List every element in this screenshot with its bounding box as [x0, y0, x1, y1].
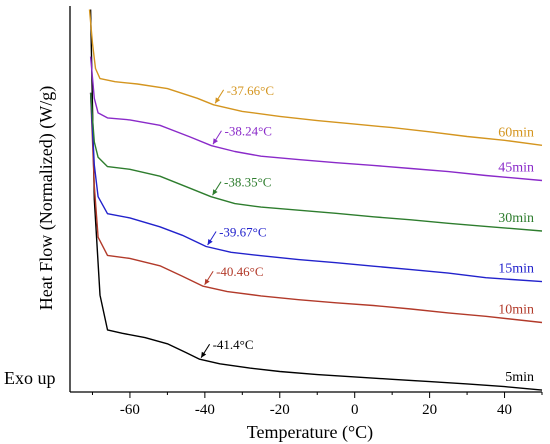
tg-label-10min: -40.46°C: [216, 264, 263, 279]
series-line-45min: [89, 56, 543, 182]
tg-arrowhead-15min: [207, 239, 213, 245]
exo-up-note: Exo up: [4, 368, 56, 388]
annotation-layer: 5min 10min 15min 30min 45min 60min -41.4°C -40.…: [200, 83, 534, 385]
series-layer: [88, 9, 543, 391]
x-axis-title: Temperature (°C): [247, 422, 373, 443]
tg-label-45min: -38.24°C: [225, 124, 272, 139]
axes-layer: -60 -40 -20 0 20 40: [69, 6, 543, 418]
series-label-5min: 5min: [505, 370, 534, 385]
x-tick-label: 20: [422, 402, 437, 418]
tg-arrowhead-10min: [204, 278, 210, 285]
series-line-60min: [88, 9, 543, 146]
series-label-60min: 60min: [498, 125, 534, 140]
series-label-45min: 45min: [498, 161, 534, 176]
series-line-5min: [89, 9, 543, 391]
tg-label-30min: -38.35°C: [224, 175, 271, 190]
tg-label-60min: -37.66°C: [227, 83, 274, 98]
x-tick-label: -40: [195, 402, 215, 418]
series-line-30min: [89, 92, 543, 232]
tg-arrowhead-60min: [215, 97, 221, 104]
series-label-10min: 10min: [498, 303, 534, 318]
tg-label-15min: -39.67°C: [219, 225, 266, 240]
tg-arrowhead-30min: [212, 189, 218, 196]
x-tick-label: -20: [270, 402, 290, 418]
tg-label-5min: -41.4°C: [213, 337, 254, 352]
series-line-15min: [89, 92, 543, 283]
series-line-10min: [89, 92, 543, 324]
tg-arrowhead-5min: [201, 351, 207, 358]
y-axis-title: Heat Flow (Normalized) (W/g): [36, 86, 57, 310]
series-label-15min: 15min: [498, 262, 534, 277]
x-tick-label: 0: [351, 402, 359, 418]
series-label-30min: 30min: [498, 211, 534, 226]
x-tick-label: -60: [120, 402, 140, 418]
x-tick-label: 40: [497, 402, 512, 418]
tg-arrowhead-45min: [212, 138, 218, 145]
